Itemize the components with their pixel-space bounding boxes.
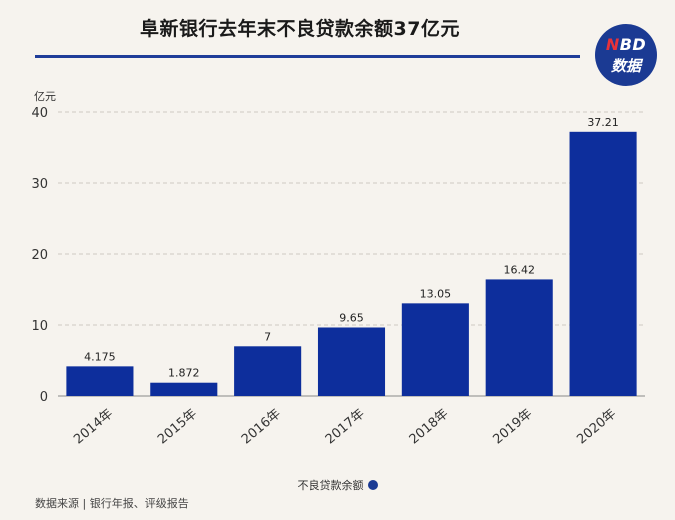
title-underline — [35, 55, 580, 58]
data-source: 数据来源 | 银行年报、评级报告 — [35, 497, 189, 510]
x-tick-label: 2020年 — [574, 406, 619, 447]
bar — [66, 366, 134, 396]
bars — [66, 131, 637, 396]
bar — [401, 303, 469, 396]
bar — [150, 382, 218, 396]
legend: 不良贷款余额 — [0, 477, 675, 493]
grid-lines — [58, 111, 645, 326]
bar — [569, 131, 637, 396]
y-axis-ticks: 0 10 20 30 40 — [31, 106, 48, 405]
logo-letter-n: N — [605, 35, 620, 54]
x-axis-ticks: 2014年 2015年 2016年 2017年 2018年 2019年 2020年 — [71, 406, 619, 447]
y-tick-label: 40 — [31, 106, 48, 121]
x-tick-label: 2015年 — [155, 406, 200, 447]
data-label: 9.65 — [339, 311, 364, 324]
x-tick-label: 2018年 — [407, 406, 452, 447]
nbd-logo: NBD 数据 — [595, 24, 657, 86]
x-tick-label: 2019年 — [490, 406, 535, 447]
x-tick-label: 2017年 — [323, 406, 368, 447]
y-tick-label: 20 — [31, 248, 48, 263]
data-label: 4.175 — [84, 350, 116, 363]
legend-swatch — [367, 480, 378, 490]
bar — [234, 346, 302, 396]
x-tick-label: 2014年 — [71, 406, 116, 447]
data-label: 7 — [264, 330, 271, 343]
x-tick-label: 2016年 — [239, 406, 284, 447]
logo-subtitle: 数据 — [610, 57, 641, 75]
data-label: 1.872 — [168, 367, 200, 380]
bar — [317, 327, 386, 396]
data-label: 37.21 — [587, 116, 619, 129]
data-label: 13.05 — [420, 287, 452, 300]
data-labels: 4.175 1.872 7 9.65 13.05 16.42 37.21 — [84, 116, 619, 380]
logo-wordmark: NBD — [595, 35, 657, 54]
bar — [485, 279, 553, 396]
y-tick-label: 30 — [31, 177, 48, 192]
y-tick-label: 10 — [31, 319, 48, 334]
y-tick-label: 0 — [40, 390, 48, 405]
chart-title: 阜新银行去年末不良贷款余额37亿元 — [140, 18, 460, 40]
logo-letters-bd: BD — [619, 35, 647, 54]
y-axis-unit-label: 亿元 — [34, 90, 56, 103]
data-label: 16.42 — [503, 263, 535, 276]
legend-label: 不良贷款余额 — [297, 479, 364, 492]
